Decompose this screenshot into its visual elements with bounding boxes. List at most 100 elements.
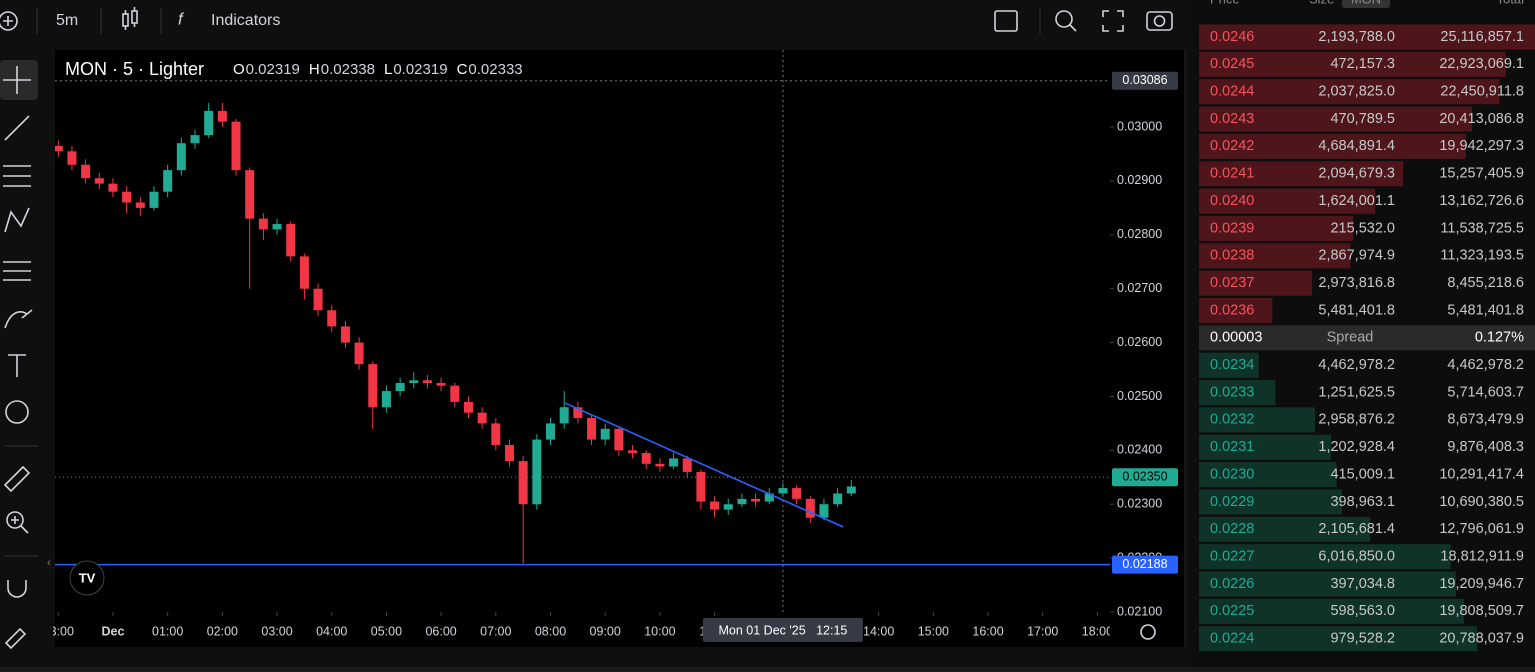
y-tick-label: 0.02700 <box>1117 281 1162 295</box>
settings[interactable] <box>1140 624 1156 640</box>
candle-body <box>122 191 132 203</box>
brush-tool[interactable] <box>4 309 33 329</box>
depth-bar <box>1199 133 1466 159</box>
hline-price: 0.02188 <box>1122 557 1167 571</box>
candle-body <box>409 380 419 383</box>
ob-price: 0.0243 <box>1210 111 1254 127</box>
candle-body <box>805 498 815 518</box>
depth-bar <box>1199 79 1500 105</box>
ob-total: 22,923,069.1 <box>1439 56 1524 72</box>
plot <box>55 50 1110 612</box>
replay[interactable] <box>1055 10 1073 28</box>
candle-body <box>94 178 104 184</box>
legend-key: L <box>384 61 392 78</box>
candle-body <box>163 170 173 192</box>
candle-body <box>477 412 487 424</box>
ob-total: 5,714,603.7 <box>1447 384 1524 400</box>
ob-size: 397,034.8 <box>1330 576 1395 592</box>
interval[interactable]: 5m <box>56 12 78 29</box>
ob-header-size: Size <box>1309 0 1334 6</box>
candle-body <box>491 423 501 445</box>
candle-body <box>149 191 159 208</box>
hline-price-bg <box>1112 555 1178 574</box>
x-tick-label: 18:00 <box>1082 624 1113 638</box>
ob-size: 470,789.5 <box>1330 111 1395 127</box>
depth-bar <box>1199 544 1451 570</box>
candle-body <box>587 418 597 440</box>
candle-body <box>600 428 610 440</box>
y-tick-label: 0.02500 <box>1117 389 1162 403</box>
ob-total: 15,257,405.9 <box>1439 166 1524 182</box>
fx-icon[interactable]: f <box>178 9 185 28</box>
candle-body <box>422 380 432 383</box>
depth-bar <box>1199 161 1404 187</box>
ob-size: 1,202,928.4 <box>1318 439 1395 455</box>
trend-tool[interactable] <box>4 115 30 141</box>
ob-size: 398,963.1 <box>1330 494 1395 510</box>
indicators[interactable]: Indicators <box>211 12 280 29</box>
candle-body <box>67 151 77 165</box>
depth-bar <box>1199 215 1354 241</box>
candle-body <box>231 121 241 171</box>
ob-price: 0.0244 <box>1210 84 1254 100</box>
ob-price: 0.0240 <box>1210 193 1254 209</box>
candle-body <box>682 458 692 472</box>
ob-total: 25,116,857.1 <box>1440 29 1524 45</box>
spread-value: 0.00003 <box>1210 330 1262 346</box>
magnet-tool[interactable] <box>7 580 27 598</box>
ob-size: 598,563.0 <box>1330 603 1395 619</box>
ob-price: 0.0236 <box>1210 302 1254 318</box>
crosshair-price: 0.03086 <box>1122 73 1167 87</box>
x-tick-label: 08:00 <box>535 624 566 638</box>
ob-size: 5,481,401.8 <box>1318 302 1395 318</box>
candle-body <box>614 428 624 451</box>
depth-bar <box>1199 51 1506 77</box>
ob-total: 4,462,978.2 <box>1447 357 1524 373</box>
candle-body <box>176 143 186 171</box>
add-symbol[interactable] <box>0 11 18 31</box>
candle-body <box>381 391 391 408</box>
ob-size: 1,624,001.1 <box>1318 193 1395 209</box>
ob-header-total: Total <box>1497 0 1525 6</box>
text-tool[interactable] <box>8 354 26 377</box>
ob-total: 11,538,725.5 <box>1440 220 1524 236</box>
candle-body <box>559 407 569 424</box>
ob-price: 0.0234 <box>1210 357 1254 373</box>
tv-logo: TV <box>69 560 105 596</box>
chart-type[interactable] <box>122 7 138 30</box>
ruler-tool[interactable] <box>3 465 31 493</box>
x-tick-label: 02:00 <box>207 624 238 638</box>
fullscreen[interactable] <box>1102 10 1124 32</box>
layout[interactable] <box>994 10 1018 32</box>
candle-body <box>833 493 843 505</box>
x-tick-label: 15:00 <box>918 624 949 638</box>
ob-total: 18,812,911.9 <box>1440 548 1524 564</box>
legend-value: 0.02338 <box>321 61 375 78</box>
candle-body <box>245 170 255 219</box>
lock-tool[interactable] <box>4 627 27 650</box>
x-tick-label: 17:00 <box>1027 624 1058 638</box>
collapse[interactable]: ‹ <box>47 557 51 569</box>
forecast-tool[interactable] <box>3 261 31 281</box>
legend-key: C <box>457 61 468 78</box>
candle-body <box>764 493 774 502</box>
y-tick-label: 0.02400 <box>1117 443 1162 457</box>
candle-body <box>846 486 856 494</box>
ob-price: 0.0241 <box>1210 166 1254 182</box>
candle-body <box>792 488 802 499</box>
snapshot[interactable] <box>1146 11 1173 31</box>
zoom-tool[interactable] <box>6 511 24 529</box>
top-toolbar: 5m f Indicators <box>0 7 1173 34</box>
icon-tool[interactable] <box>5 400 29 424</box>
last-price-bg <box>1112 468 1178 487</box>
x-tick-label: 23:00 <box>43 624 74 638</box>
ob-price: 0.0230 <box>1210 466 1254 482</box>
candle-body <box>286 224 296 257</box>
spread-percent: 0.127% <box>1475 330 1524 346</box>
ob-size: 2,867,974.9 <box>1318 248 1395 264</box>
candle-body <box>204 110 214 136</box>
pattern-tool[interactable] <box>4 207 30 233</box>
fib-tool[interactable] <box>3 165 31 187</box>
depth-bar <box>1199 626 1478 652</box>
